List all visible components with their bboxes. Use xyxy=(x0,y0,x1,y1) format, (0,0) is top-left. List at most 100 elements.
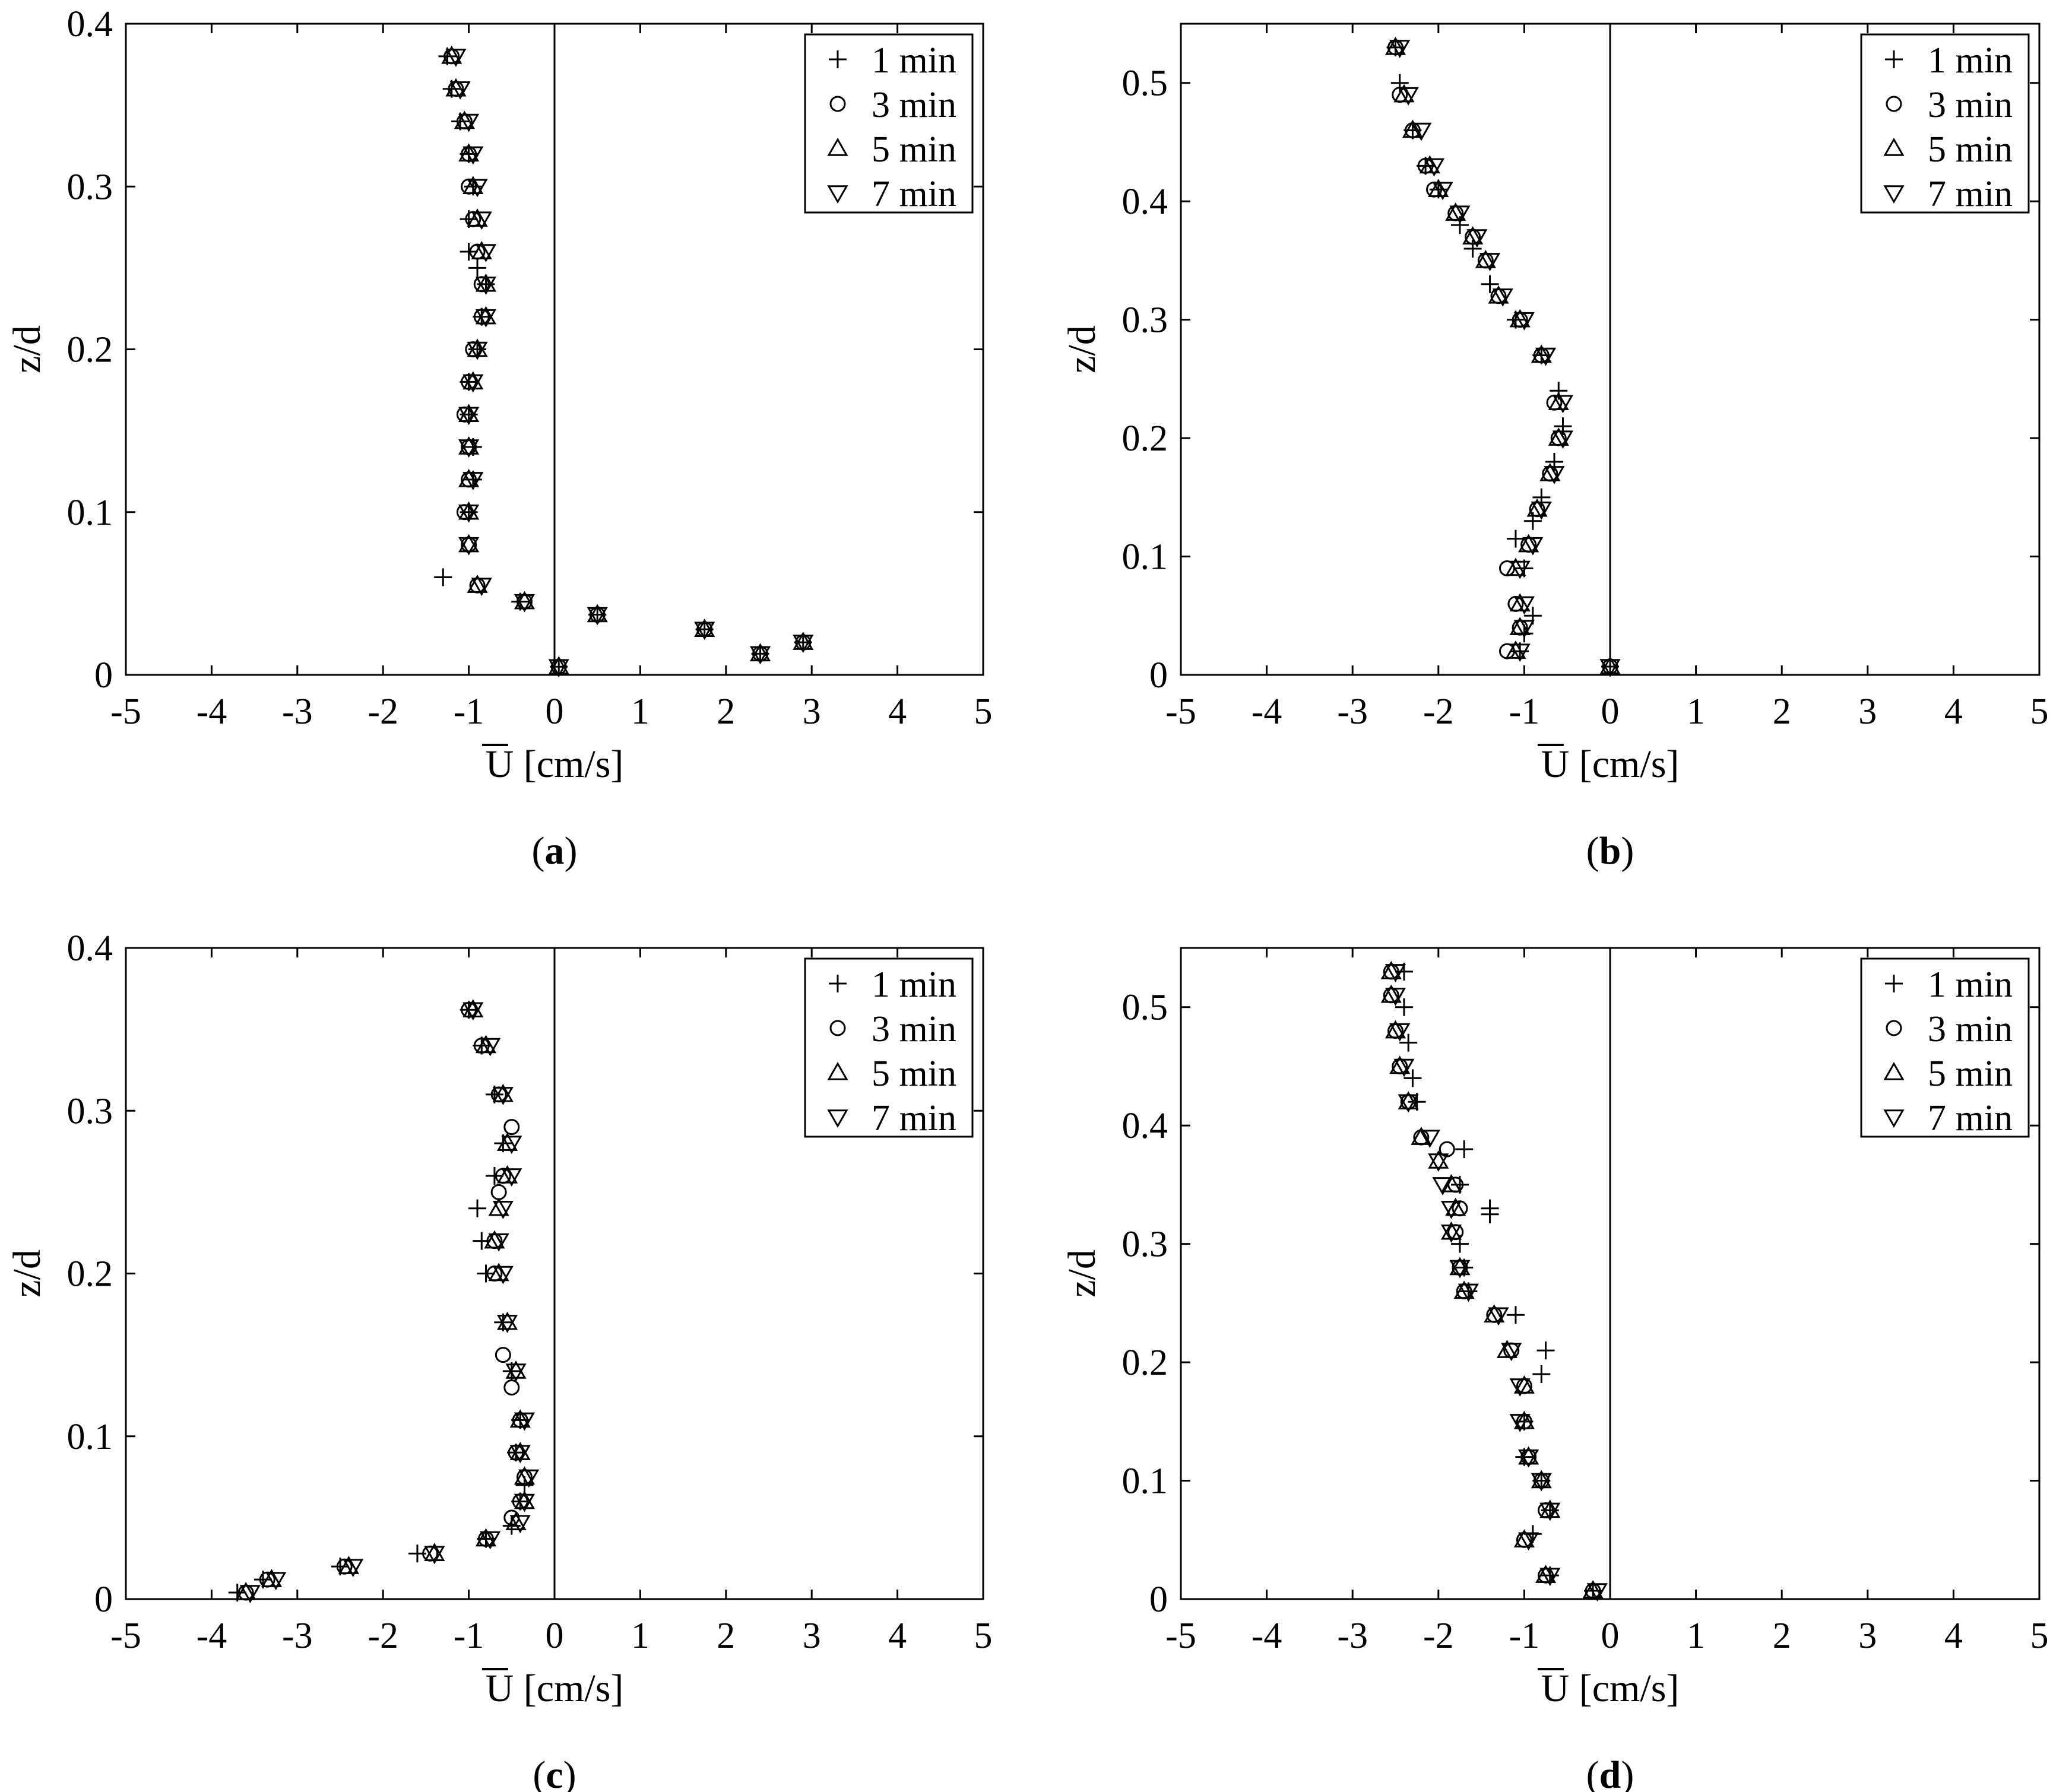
y-tick-label: 0.2 xyxy=(1122,1343,1168,1383)
x-tick-label: 3 xyxy=(803,1616,821,1656)
y-tick-label: 0.3 xyxy=(1122,300,1168,341)
legend-marker xyxy=(827,1109,848,1128)
y-tick-label: 0.3 xyxy=(67,167,113,207)
data-point xyxy=(1398,1091,1419,1110)
data-point xyxy=(492,1201,514,1219)
data-point xyxy=(467,341,488,360)
data-point xyxy=(1535,1565,1557,1583)
legend-box xyxy=(1860,33,2030,214)
x-tick-label: 1 xyxy=(631,1616,650,1656)
data-point xyxy=(1481,1205,1499,1223)
data-point xyxy=(1384,1020,1406,1039)
x-tick-label: 4 xyxy=(888,692,907,732)
data-point xyxy=(265,1572,287,1591)
legend-label: 1 min xyxy=(1928,965,2013,1005)
data-point xyxy=(1492,288,1513,307)
data-point xyxy=(1398,87,1419,106)
y-tick-label: 0.1 xyxy=(67,1417,113,1457)
data-point xyxy=(1586,1583,1608,1602)
x-tick-label: 4 xyxy=(1944,692,1963,732)
data-point xyxy=(1445,1197,1466,1216)
data-point xyxy=(1509,593,1531,612)
series-triangle-down xyxy=(1389,40,1621,678)
data-point xyxy=(492,1087,514,1105)
data-point xyxy=(458,404,480,422)
x-tick-label: 2 xyxy=(717,692,735,732)
data-point xyxy=(467,179,488,198)
data-point xyxy=(1399,1033,1418,1052)
x-tick-label: 4 xyxy=(1944,1616,1963,1656)
data-point xyxy=(1395,998,1413,1016)
data-point xyxy=(467,338,488,357)
data-point xyxy=(467,208,488,227)
data-point xyxy=(1509,617,1531,635)
data-point xyxy=(1428,1153,1449,1172)
data-point xyxy=(1466,229,1488,248)
data-point xyxy=(505,1512,527,1530)
data-point xyxy=(587,607,608,626)
data-point xyxy=(548,659,569,678)
data-point xyxy=(1393,84,1415,103)
legend-label: 7 min xyxy=(872,174,956,214)
data-point xyxy=(1552,430,1574,449)
series-plus xyxy=(434,47,812,676)
legend-marker xyxy=(827,137,848,156)
data-point xyxy=(1440,1201,1462,1219)
y-tick-label: 0.4 xyxy=(1122,1106,1168,1146)
data-point xyxy=(475,277,497,295)
y-tick-label: 0.1 xyxy=(1122,1461,1168,1502)
series-triangle-down xyxy=(445,49,814,678)
data-point xyxy=(458,501,480,520)
x-tick-label: -5 xyxy=(1165,1616,1196,1656)
data-point xyxy=(475,309,497,328)
data-point xyxy=(1531,344,1552,363)
data-point xyxy=(477,1264,495,1283)
panel-caption: (c) xyxy=(533,1753,576,1792)
data-point xyxy=(503,1379,520,1395)
data-point xyxy=(1403,1069,1422,1087)
data-point xyxy=(424,1546,445,1565)
x-axis-label: U [cm/s] xyxy=(486,743,624,786)
legend-marker xyxy=(1885,50,1903,68)
legend-marker xyxy=(829,96,846,112)
data-point xyxy=(458,143,480,162)
legend-label: 1 min xyxy=(872,40,956,81)
data-point xyxy=(441,45,462,64)
y-tick-label: 0.4 xyxy=(67,4,113,45)
y-axis-label: z/d xyxy=(1060,325,1104,373)
x-tick-label: -2 xyxy=(1423,692,1454,732)
data-point xyxy=(488,1263,509,1282)
x-tick-label: -3 xyxy=(282,692,313,732)
y-axis-label: z/d xyxy=(5,1249,49,1298)
x-tick-label: -5 xyxy=(1165,692,1196,732)
data-point xyxy=(1393,1058,1415,1077)
data-point xyxy=(480,1531,501,1550)
data-point xyxy=(460,242,478,261)
data-point xyxy=(1509,1378,1531,1397)
x-tick-label: 1 xyxy=(631,692,650,732)
data-point xyxy=(239,1585,261,1604)
data-point xyxy=(1548,427,1569,446)
legend-marker xyxy=(1883,1109,1905,1128)
x-tick-label: 2 xyxy=(1773,1616,1791,1656)
data-point xyxy=(445,78,467,97)
data-point xyxy=(749,643,771,662)
x-tick-label: 5 xyxy=(974,692,993,732)
legend-label: 1 min xyxy=(1928,40,2013,81)
data-point xyxy=(1544,466,1565,484)
legend-label: 1 min xyxy=(872,965,956,1005)
series-circle xyxy=(1383,963,1601,1599)
x-tick-label: 0 xyxy=(1601,692,1620,732)
data-point xyxy=(1513,596,1535,615)
data-point xyxy=(458,113,480,132)
data-point xyxy=(1488,285,1509,304)
x-tick-label: -1 xyxy=(454,692,484,732)
data-point xyxy=(1440,1224,1462,1243)
data-point xyxy=(496,1311,518,1330)
data-point xyxy=(1535,347,1557,366)
data-point xyxy=(1505,557,1526,576)
data-point xyxy=(445,49,467,67)
